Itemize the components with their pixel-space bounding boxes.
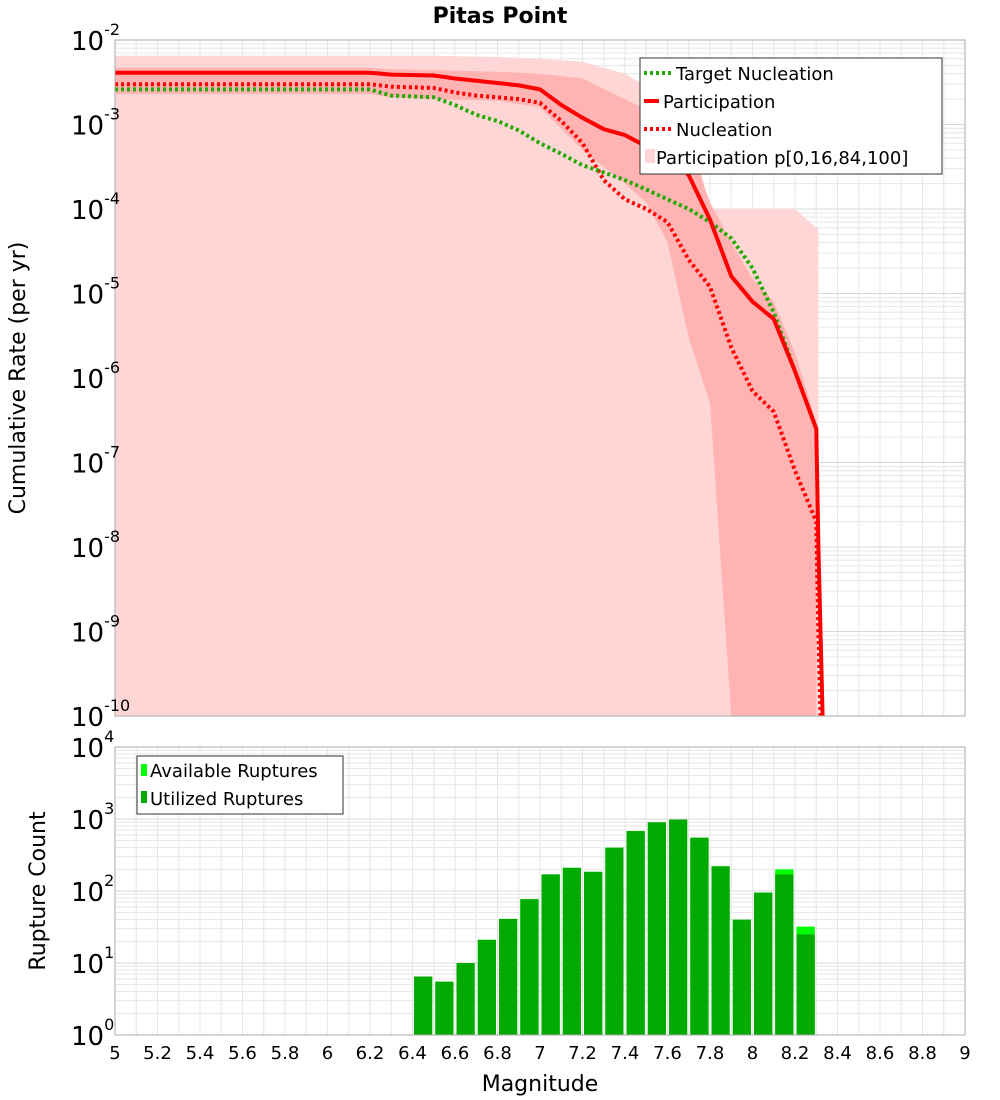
top-y-tick-label: 10-4 — [71, 189, 120, 226]
bottom-legend: Available Ruptures Utilized Ruptures — [136, 755, 344, 815]
top-y-axis-title: Cumulative Rate (per yr) — [6, 242, 31, 515]
x-tick-label: 5.2 — [143, 1043, 172, 1064]
top-y-tick-exponent: -5 — [104, 274, 120, 293]
bar-utilized — [669, 819, 688, 1035]
top-y-tick-label: 10-8 — [71, 527, 120, 564]
top-y-tick-label: 10-3 — [71, 105, 120, 142]
x-tick-label: 6 — [322, 1043, 333, 1064]
top-y-tick-label: 10-7 — [71, 443, 120, 480]
bottom-bars — [414, 819, 815, 1035]
x-tick-label: 8 — [747, 1043, 758, 1064]
bottom-y-tick-label: 102 — [71, 871, 114, 908]
bar-utilized — [435, 981, 454, 1035]
top-y-tick-label: 10-2 — [71, 20, 120, 57]
top-y-tick-exponent: -3 — [104, 105, 120, 124]
top-bands — [115, 55, 819, 717]
bottom-y-tick-label: 100 — [71, 1015, 114, 1052]
legend-label-nucleation: Nucleation — [676, 120, 772, 141]
top-y-tick-exponent: -2 — [104, 20, 120, 39]
legend-swatch-band — [645, 149, 655, 163]
top-legend-box — [639, 57, 943, 175]
bottom-y-tick-exponent: 4 — [104, 727, 114, 746]
top-lines — [115, 70, 825, 717]
top-legend: Target Nucleation Participation Nucleati… — [639, 57, 943, 175]
bar-utilized — [520, 899, 539, 1035]
legend-swatch-available — [141, 764, 147, 776]
bottom-plot-frame — [114, 746, 966, 1036]
bar-utilized — [754, 892, 773, 1035]
bar-utilized — [626, 831, 645, 1035]
bar-utilized — [584, 871, 603, 1035]
bar-utilized — [690, 837, 709, 1035]
bottom-y-tick-exponent: 3 — [104, 799, 114, 818]
top-panel: 10-2 10-3 10-4 10-5 10-6 10-7 10-8 10-9 10-10 Cu… — [6, 20, 966, 733]
top-y-tick-label: 10-6 — [71, 358, 120, 395]
x-axis-title: Magnitude — [482, 1072, 599, 1097]
legend-label-target-nucleation: Target Nucleation — [675, 64, 834, 85]
bar-utilized — [456, 963, 475, 1035]
bottom-y-tick-exponent: 0 — [104, 1015, 114, 1034]
top-y-tick-exponent: -9 — [104, 612, 120, 631]
x-tick-label: 8.2 — [781, 1043, 810, 1064]
x-tick-label: 5.6 — [228, 1043, 257, 1064]
x-tick-label: 5.8 — [271, 1043, 300, 1064]
x-tick-label: 5.4 — [186, 1043, 215, 1064]
bottom-y-ticks: 1 0 4 103 102 101 100 — [71, 727, 114, 1052]
series-line-nucleation — [115, 82, 823, 717]
top-y-tick-exponent: -4 — [104, 189, 120, 208]
x-tick-label: 7.8 — [696, 1043, 725, 1064]
bottom-x-ticks: 5 5.2 5.4 5.6 5.8 6 6.2 6.4 6.6 6.8 7 7.2 7.4 7.6 7.8 8… — [109, 1043, 970, 1064]
top-y-tick-exponent: -8 — [104, 527, 120, 546]
chart-title: Pitas Point — [433, 4, 568, 29]
bar-utilized — [605, 847, 624, 1035]
bar-utilized — [499, 918, 518, 1035]
x-tick-label: 7.4 — [611, 1043, 640, 1064]
bar-utilized — [711, 866, 730, 1035]
band-p16-p84 — [115, 67, 817, 716]
bar-utilized — [732, 919, 751, 1035]
bottom-y-tick-label: 101 — [71, 943, 114, 980]
legend-label-participation: Participation — [663, 92, 775, 113]
series-line-participation — [115, 70, 825, 717]
bottom-legend-box — [136, 755, 344, 815]
bar-utilized — [796, 934, 815, 1035]
bottom-panel: 1 0 4 103 102 101 100 5 5.2 5.4 5.6 5.8 6 6.2 6.4 6.6 6… — [26, 727, 971, 1097]
bar-utilized — [541, 874, 560, 1035]
x-tick-label: 7.2 — [568, 1043, 597, 1064]
x-tick-label: 7 — [534, 1043, 545, 1064]
x-tick-label: 5 — [109, 1043, 120, 1064]
x-tick-label: 6.4 — [398, 1043, 427, 1064]
top-y-tick-label: 10-5 — [71, 274, 120, 311]
bottom-y-tick-label: 103 — [71, 799, 114, 836]
x-tick-label: 8.8 — [908, 1043, 937, 1064]
bottom-y-axis-title: Rupture Count — [26, 811, 51, 971]
x-tick-label: 8.6 — [866, 1043, 895, 1064]
top-y-tick-exponent: -7 — [104, 443, 120, 462]
x-tick-label: 9 — [959, 1043, 970, 1064]
top-y-tick-exponent: -6 — [104, 358, 120, 377]
bottom-y-tick-exponent: 1 — [104, 943, 114, 962]
top-y-tick-label: 10-10 — [71, 696, 130, 733]
bar-utilized — [775, 874, 794, 1035]
x-tick-label: 8.4 — [823, 1043, 852, 1064]
legend-label-utilized: Utilized Ruptures — [150, 789, 303, 810]
bottom-y-tick-exponent: 2 — [104, 871, 114, 890]
bar-utilized — [562, 867, 581, 1035]
x-tick-label: 6.8 — [483, 1043, 512, 1064]
series-line-target-nucleation — [115, 87, 819, 430]
band-p0-p100 — [115, 55, 819, 717]
x-tick-label: 6.6 — [441, 1043, 470, 1064]
legend-label-band: Participation p[0,16,84,100] — [656, 148, 908, 169]
legend-swatch-utilized — [141, 791, 147, 803]
bar-utilized — [414, 976, 433, 1035]
top-y-tick-exponent: -10 — [104, 696, 130, 715]
x-tick-label: 7.6 — [653, 1043, 682, 1064]
x-tick-label: 6.2 — [356, 1043, 385, 1064]
legend-label-available: Available Ruptures — [150, 761, 318, 782]
bar-utilized — [647, 822, 666, 1035]
top-y-tick-label: 10-9 — [71, 612, 120, 649]
top-plot-frame — [114, 39, 966, 717]
bar-utilized — [477, 939, 496, 1035]
